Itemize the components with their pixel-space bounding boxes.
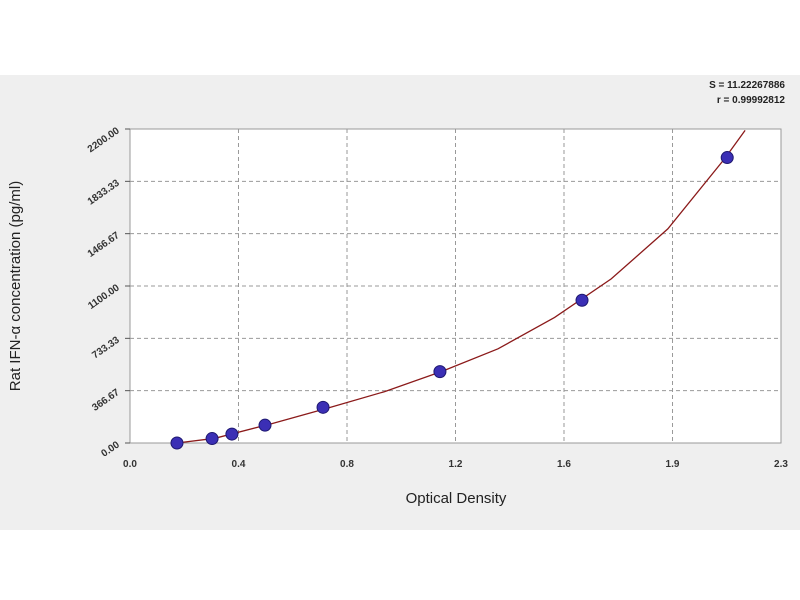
data-point: [720, 151, 734, 165]
x-tick-label: 0.8: [340, 459, 354, 470]
x-axis-title: Optical Density: [406, 490, 507, 507]
data-point: [225, 427, 239, 441]
y-axis-title: Rat IFN-α concentration (pg/ml): [7, 181, 24, 391]
x-tick-label: 1.6: [557, 459, 571, 470]
fit-stat-r: r = 0.99992812: [717, 95, 786, 106]
x-tick-label: 1.9: [666, 459, 680, 470]
x-tick-label: 1.2: [449, 459, 463, 470]
data-point: [258, 418, 272, 432]
x-tick-label: 0.4: [232, 459, 246, 470]
x-tick-label: 0.0: [123, 459, 137, 470]
data-point: [316, 400, 330, 414]
data-point: [170, 436, 184, 450]
x-tick-label: 2.3: [774, 459, 788, 470]
data-point: [433, 365, 447, 379]
data-point: [575, 293, 589, 307]
data-point: [205, 432, 219, 446]
fit-stat-s: S = 11.22267886: [709, 80, 785, 91]
